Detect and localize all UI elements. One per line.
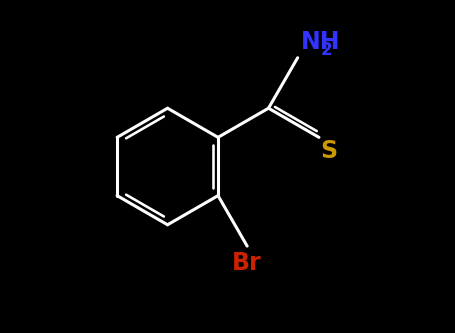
Text: 2: 2 xyxy=(320,41,332,59)
Text: Br: Br xyxy=(233,251,262,275)
Text: S: S xyxy=(321,139,338,163)
Text: NH: NH xyxy=(301,30,340,54)
